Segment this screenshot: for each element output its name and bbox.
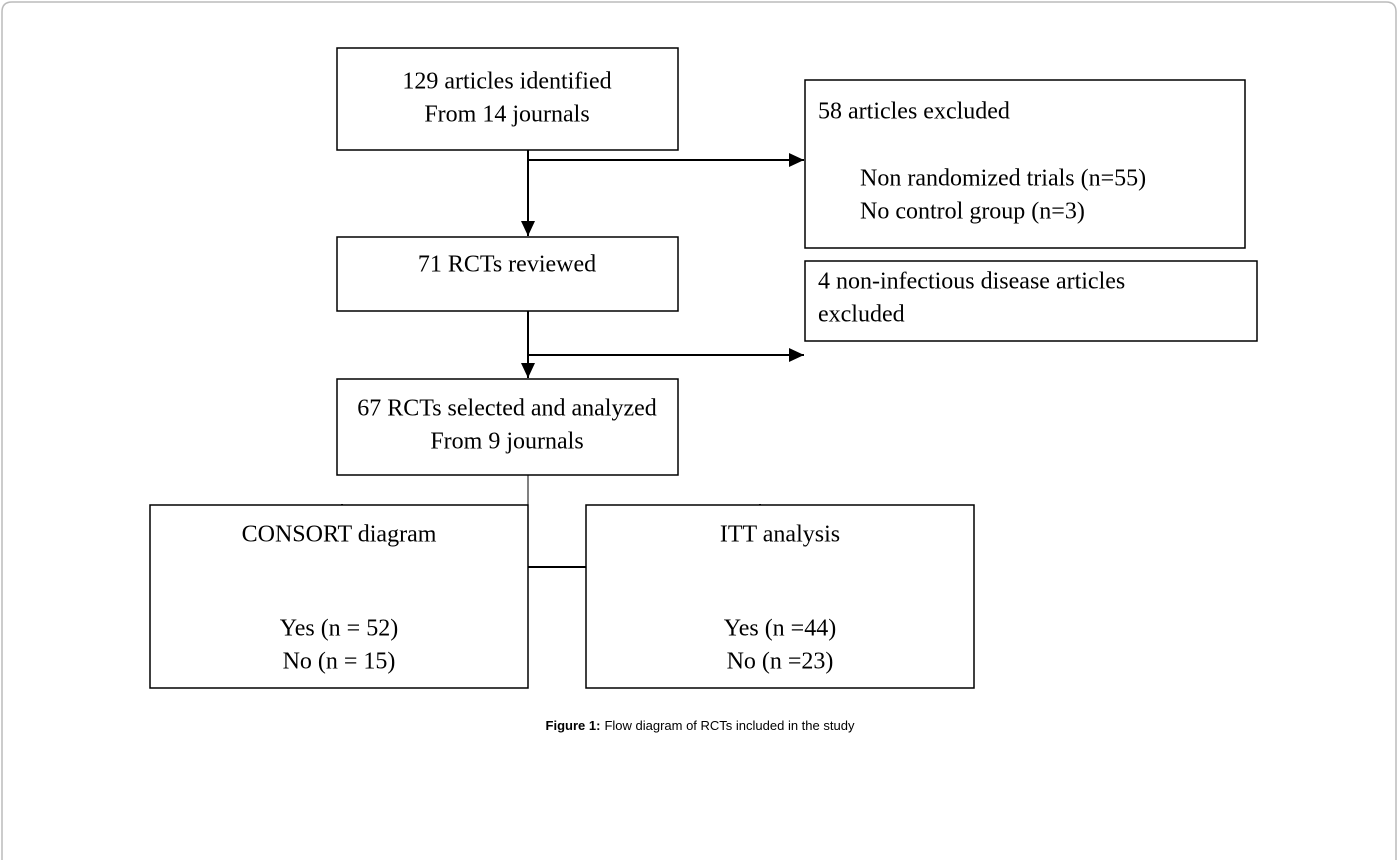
box-text: 71 RCTs reviewed (418, 252, 596, 278)
box: 71 RCTs reviewed (336, 236, 679, 312)
box: 58 articles excluded Non randomized tria… (804, 79, 1246, 249)
box-text: No (n =23) (727, 649, 834, 675)
box: ITT analysis Yes (n =44) No (n =23) (585, 504, 975, 689)
box-text: Non randomized trials (n=55) (860, 166, 1146, 192)
caption-text: Flow diagram of RCTs included in the stu… (604, 718, 855, 733)
box-text: From 9 journals (430, 429, 583, 455)
box: 129 articles identified From 14 journals (336, 47, 679, 151)
box-text: Yes (n = 52) (280, 616, 398, 642)
box-text: ITT analysis (720, 522, 840, 548)
box-text: From 14 journals (424, 102, 589, 128)
box: CONSORT diagram Yes (n = 52) No (n = 15) (149, 504, 529, 689)
box-text: 58 articles excluded (818, 99, 1010, 125)
caption-label: Figure 1: (546, 718, 601, 733)
box-text: Yes (n =44) (724, 616, 836, 642)
box-text: No (n = 15) (283, 649, 396, 675)
box-text: CONSORT diagram (242, 522, 437, 548)
box-text: 129 articles identified (402, 69, 611, 95)
box: 4 non-infectious disease articles exclud… (804, 260, 1258, 342)
box-text: 4 non-infectious disease articles (818, 269, 1125, 295)
box-text: 67 RCTs selected and analyzed (357, 396, 657, 422)
box: 67 RCTs selected and analyzed From 9 jou… (336, 378, 679, 476)
box-text: No control group (n=3) (860, 199, 1085, 225)
box-text: excluded (818, 302, 905, 328)
caption: Figure 1: Flow diagram of RCTs included i… (546, 718, 855, 733)
